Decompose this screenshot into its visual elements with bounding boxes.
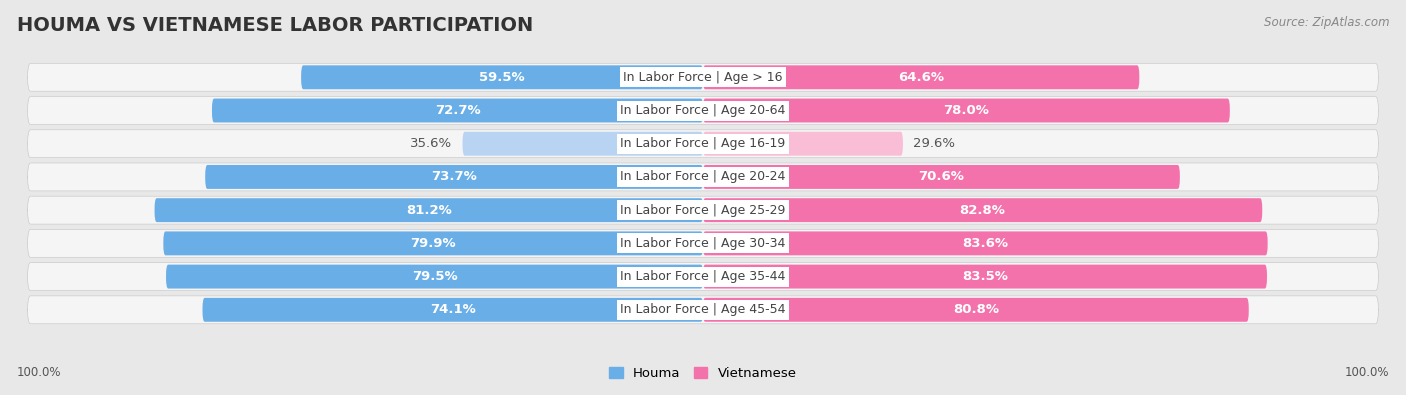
FancyBboxPatch shape [463,132,703,156]
FancyBboxPatch shape [28,163,1378,191]
Text: 79.5%: 79.5% [412,270,457,283]
FancyBboxPatch shape [155,198,703,222]
FancyBboxPatch shape [28,229,1378,257]
Text: 80.8%: 80.8% [953,303,998,316]
Text: In Labor Force | Age > 16: In Labor Force | Age > 16 [623,71,783,84]
Text: 81.2%: 81.2% [406,204,451,217]
Text: 83.5%: 83.5% [962,270,1008,283]
Text: 72.7%: 72.7% [434,104,481,117]
FancyBboxPatch shape [205,165,703,189]
FancyBboxPatch shape [166,265,703,288]
FancyBboxPatch shape [212,99,703,122]
Text: In Labor Force | Age 16-19: In Labor Force | Age 16-19 [620,137,786,150]
Text: 73.7%: 73.7% [432,170,477,183]
Text: HOUMA VS VIETNAMESE LABOR PARTICIPATION: HOUMA VS VIETNAMESE LABOR PARTICIPATION [17,16,533,35]
FancyBboxPatch shape [28,96,1378,124]
FancyBboxPatch shape [703,231,1268,255]
Text: 82.8%: 82.8% [960,204,1005,217]
FancyBboxPatch shape [301,65,703,89]
Text: 29.6%: 29.6% [912,137,955,150]
Text: 59.5%: 59.5% [479,71,524,84]
Text: 74.1%: 74.1% [430,303,475,316]
FancyBboxPatch shape [703,132,903,156]
FancyBboxPatch shape [28,196,1378,224]
FancyBboxPatch shape [163,231,703,255]
Text: In Labor Force | Age 20-24: In Labor Force | Age 20-24 [620,170,786,183]
Text: In Labor Force | Age 25-29: In Labor Force | Age 25-29 [620,204,786,217]
Text: 100.0%: 100.0% [1344,366,1389,379]
Text: In Labor Force | Age 20-64: In Labor Force | Age 20-64 [620,104,786,117]
Text: In Labor Force | Age 30-34: In Labor Force | Age 30-34 [620,237,786,250]
Text: In Labor Force | Age 45-54: In Labor Force | Age 45-54 [620,303,786,316]
FancyBboxPatch shape [703,65,1139,89]
Text: 35.6%: 35.6% [411,137,453,150]
FancyBboxPatch shape [28,63,1378,91]
Text: 79.9%: 79.9% [411,237,456,250]
FancyBboxPatch shape [28,263,1378,291]
FancyBboxPatch shape [703,265,1267,288]
FancyBboxPatch shape [703,99,1230,122]
FancyBboxPatch shape [28,296,1378,324]
Text: 70.6%: 70.6% [918,170,965,183]
FancyBboxPatch shape [703,165,1180,189]
FancyBboxPatch shape [28,130,1378,158]
Text: Source: ZipAtlas.com: Source: ZipAtlas.com [1264,16,1389,29]
FancyBboxPatch shape [202,298,703,322]
Text: 100.0%: 100.0% [17,366,62,379]
FancyBboxPatch shape [703,198,1263,222]
Legend: Houma, Vietnamese: Houma, Vietnamese [605,362,801,386]
FancyBboxPatch shape [703,298,1249,322]
Text: 64.6%: 64.6% [898,71,945,84]
Text: In Labor Force | Age 35-44: In Labor Force | Age 35-44 [620,270,786,283]
Text: 83.6%: 83.6% [962,237,1008,250]
Text: 78.0%: 78.0% [943,104,990,117]
